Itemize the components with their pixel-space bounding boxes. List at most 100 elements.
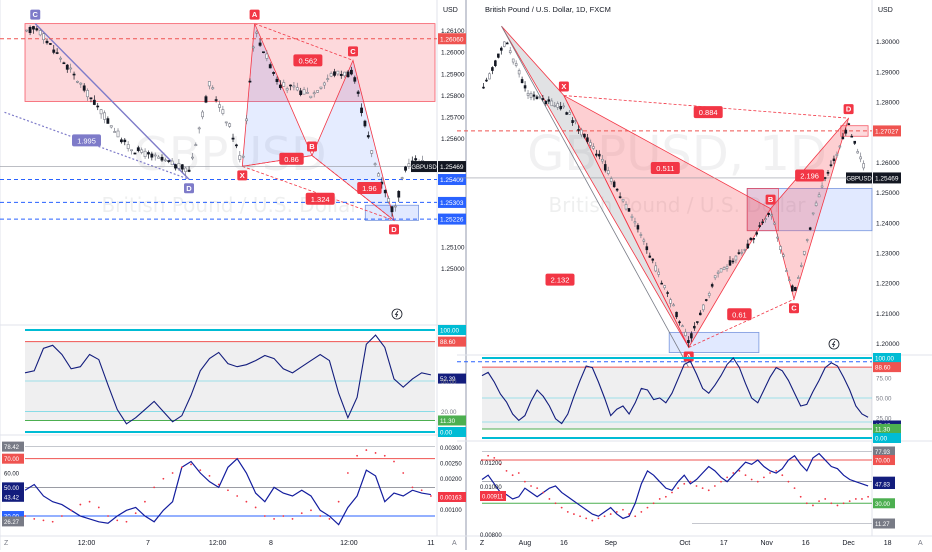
osc2-dot [505,469,508,472]
price-tick-label: 1.25800 [441,93,465,100]
time-tick-label: Sep [604,540,617,547]
osc2-dot [640,511,643,513]
candle-body [130,149,133,152]
candle-body [82,85,86,91]
candle-body [360,107,363,114]
osc2-dot [781,474,784,477]
osc2-dot [511,474,514,477]
candles [482,41,868,348]
candle-body [743,249,747,251]
candle-body [194,144,198,146]
candle-body [92,99,96,105]
osc2-tick-label: 60.00 [4,472,20,478]
candle-body [725,266,729,269]
candle-body [770,214,773,217]
candle-body [69,67,73,70]
candle-body [191,156,194,159]
candle-body [829,164,833,167]
osc2-badge [2,453,24,464]
pattern-bd-purple [4,111,190,180]
candle-body [841,136,845,140]
candle-body [116,130,120,138]
alert-icon [828,338,840,350]
price-badge-label: 1.25469 [440,164,464,171]
candle-body [72,73,76,76]
candle-body [648,255,652,258]
osc2-dot [652,502,655,505]
candle-body [663,285,666,289]
osc2-dot [51,520,54,523]
candle-body [681,325,684,328]
candle-body [228,123,232,127]
pattern-point-marker [237,170,248,181]
symbol-badge [411,161,437,173]
candle-body [853,140,857,144]
price-tick-label: 1.29000 [876,69,900,76]
osc2-dot [227,489,229,492]
price-tick-label: 1.25100 [441,244,465,251]
candle-body [113,131,117,133]
ratio-label: 1.324 [311,195,330,204]
osc1-badge [873,433,901,443]
osc2-dot [282,515,285,517]
candle-body [517,70,521,75]
pattern-point-A: A [686,352,692,361]
osc1-tick-label: 50.00 [876,396,892,403]
candle-body [28,26,32,33]
alert-icon-bolt [394,310,399,318]
osc2-dot [695,485,698,487]
osc2-badge [873,446,895,457]
candle-body [716,271,720,274]
candle-body [45,40,49,44]
candle-body [556,103,560,108]
ratio-box [305,192,335,205]
osc2-right-tick: 0.00200 [440,477,462,483]
footer-corner-mid: A [452,540,457,547]
candle-body [660,282,663,285]
pattern-point-C: C [33,10,39,19]
osc2-series [24,457,431,526]
osc1-badge-label: 100.00 [875,356,894,363]
osc2-dot [134,512,137,515]
candle-body [767,212,770,215]
pattern-point-D: D [846,105,852,114]
pattern-xb [242,155,313,167]
pattern-point-marker [789,303,799,314]
candle-body [862,163,865,169]
candle-body [306,92,309,94]
price-tick-label: 1.23000 [876,250,900,257]
candle-body [119,139,123,143]
alert-icon-bolt [831,340,836,348]
candle-body [856,151,859,154]
candle-body [776,236,779,239]
pattern-point-marker [765,194,776,205]
osc2-badge [2,491,24,502]
candle-body [285,88,289,91]
candle-body [295,87,299,91]
candle-body [383,189,387,194]
candle-body [850,135,854,138]
candle-body [627,208,631,212]
osc2-dot [756,480,759,483]
price-badge [438,174,466,186]
osc2-dot [300,512,303,515]
candle-body [187,169,191,172]
osc2-dot [744,474,747,477]
currency-label: USD [878,7,893,14]
candle-body [678,321,681,324]
time-tick-label: Nov [760,540,773,547]
osc2-dot [245,500,248,503]
osc2-dot [42,519,45,522]
candle-body [207,81,211,87]
price-tick-label: 1.20000 [876,341,900,348]
candle-body [693,325,696,329]
candle-body [174,164,177,169]
pattern-xab [562,94,772,349]
ratio-box [357,181,382,194]
ratio-label: 0.562 [299,56,318,65]
price-badge [438,196,466,208]
price-tick-label: 1.30000 [876,39,900,46]
osc2-dot [861,498,863,500]
candle-body [687,340,690,344]
osc2-dot [536,487,539,490]
